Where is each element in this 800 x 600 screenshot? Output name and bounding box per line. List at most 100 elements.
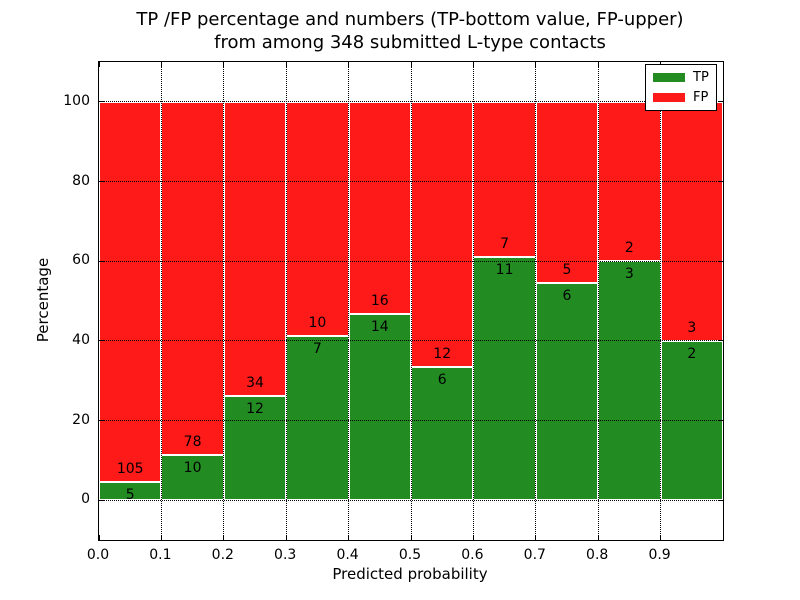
tp-count-label: 6 <box>562 287 572 304</box>
fp-count-label: 2 <box>624 240 634 257</box>
gridline-vertical <box>160 62 162 540</box>
x-tickmark-top <box>535 62 537 67</box>
bar-tp-segment <box>348 314 411 501</box>
bar-tp-segment <box>286 336 349 501</box>
y-tickmark-left <box>99 499 104 501</box>
x-tickmark-bottom <box>348 535 350 540</box>
tp-count-label: 6 <box>437 372 447 389</box>
plot-area: 105 5 78 10 34 12 10 7 16 14 12 6 7 11 5 6 2 3 3 2 <box>98 61 724 541</box>
x-tick-label: 0.7 <box>523 547 546 563</box>
chart-title: TP /FP percentage and numbers (TP-bottom… <box>98 8 722 54</box>
y-tickmark-right <box>718 499 723 501</box>
fp-count-label: 5 <box>562 261 572 278</box>
bar-tp-segment <box>598 261 661 501</box>
x-tickmark-top <box>597 62 599 67</box>
bar-fp-segment <box>348 101 411 315</box>
tp-count-label: 2 <box>687 345 697 362</box>
tp-count-label: 11 <box>495 261 514 278</box>
chart-title-line2: from among 348 submitted L-type contacts <box>214 32 606 53</box>
fp-count-label: 78 <box>183 433 202 450</box>
x-tickmark-top <box>99 62 100 67</box>
bar-fp-segment <box>161 101 224 455</box>
fp-count-label: 34 <box>246 375 264 392</box>
y-tick-label: 0 <box>81 491 90 508</box>
gridline-vertical <box>348 62 350 540</box>
fp-count-label: 105 <box>116 461 144 478</box>
legend: TP FP <box>645 64 717 111</box>
y-tickmark-left <box>99 420 104 421</box>
x-tick-label: 0.0 <box>86 547 110 563</box>
gridline-vertical <box>410 62 412 540</box>
x-tickmark-top <box>410 62 412 67</box>
y-tickmark-right <box>718 340 723 342</box>
tp-count-label: 12 <box>246 401 264 418</box>
x-axis-label: Predicted probability <box>332 565 488 583</box>
y-tickmark-right <box>718 260 723 262</box>
x-tickmark-bottom <box>472 535 474 540</box>
x-tick-label: 0.4 <box>336 547 359 563</box>
y-tickmark-right <box>718 181 723 182</box>
bar-tp-segment <box>535 282 599 501</box>
y-tick-label: 20 <box>72 411 90 428</box>
y-tick-label: 40 <box>72 331 90 348</box>
fp-count-label: 7 <box>500 235 510 252</box>
x-tickmark-top <box>160 62 162 67</box>
bar-tp-segment <box>161 454 224 501</box>
x-tickmark-bottom <box>285 535 287 540</box>
chart-title-line1: TP /FP percentage and numbers (TP-bottom… <box>136 9 684 30</box>
x-tickmark-bottom <box>535 535 537 540</box>
legend-item-fp: FP <box>653 91 709 104</box>
y-tickmark-left <box>99 260 104 262</box>
y-tickmark-left <box>99 181 104 182</box>
bar-fp-segment <box>286 101 349 337</box>
y-tickmark-left <box>99 101 104 103</box>
gridline-vertical <box>597 62 599 540</box>
x-tickmark-bottom <box>660 535 662 540</box>
fp-count-label: 10 <box>308 315 327 332</box>
bar-tp-segment <box>473 256 536 501</box>
fp-count-label: 12 <box>433 346 452 363</box>
fp-legend-swatch-icon <box>653 93 685 102</box>
bar-fp-segment <box>660 101 723 341</box>
y-tick-label: 80 <box>72 172 90 189</box>
bar-fp-segment <box>535 101 599 283</box>
y-tickmark-left <box>99 340 104 342</box>
bar-fp-segment <box>223 101 287 397</box>
x-tickmark-bottom <box>597 535 599 540</box>
tp-legend-label: TP <box>693 70 709 85</box>
bar-fp-segment <box>473 101 536 257</box>
x-tickmark-top <box>348 62 350 67</box>
x-tickmark-bottom <box>410 535 412 540</box>
gridline-vertical <box>535 62 537 540</box>
x-tick-label: 0.6 <box>461 547 484 563</box>
gridline-vertical <box>285 62 287 540</box>
bar-tp-segment <box>411 367 474 501</box>
x-tick-label: 0.8 <box>586 547 609 563</box>
y-tickmark-right <box>718 101 723 103</box>
fp-count-label: 3 <box>687 319 697 336</box>
x-tickmark-bottom <box>223 535 225 540</box>
y-tick-label: 100 <box>63 92 90 109</box>
x-tick-label: 0.2 <box>211 547 234 563</box>
gridline-vertical <box>660 62 662 540</box>
bar-fp-segment <box>99 101 162 483</box>
tp-count-label: 3 <box>624 266 634 283</box>
x-tickmark-bottom <box>99 535 100 540</box>
x-tickmark-top <box>472 62 474 67</box>
gridline-vertical <box>472 62 474 540</box>
fp-count-label: 16 <box>370 293 389 310</box>
y-tick-label: 60 <box>72 252 90 269</box>
fp-legend-label: FP <box>693 90 709 105</box>
x-tick-label: 0.3 <box>274 547 297 563</box>
x-tickmark-bottom <box>160 535 162 540</box>
bar-fp-segment <box>411 101 474 368</box>
tp-legend-swatch-icon <box>653 73 685 82</box>
tp-count-label: 7 <box>312 341 322 358</box>
x-tick-label: 0.5 <box>398 547 422 563</box>
gridline-vertical <box>223 62 225 540</box>
x-tickmark-top <box>285 62 287 67</box>
y-tickmark-right <box>718 420 723 421</box>
x-tick-label: 0.1 <box>149 547 172 563</box>
tp-count-label: 5 <box>125 487 135 504</box>
